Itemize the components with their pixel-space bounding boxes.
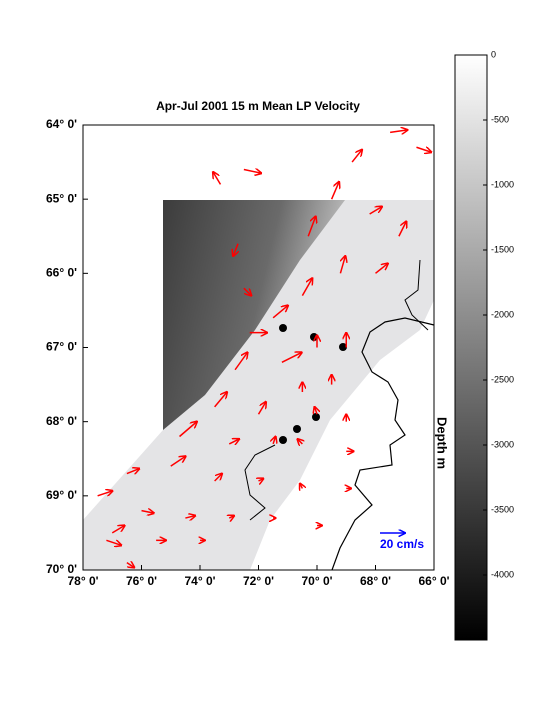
velocity-arrow	[330, 182, 340, 200]
station	[339, 343, 347, 351]
colorbar-tick-label: -1000	[491, 179, 514, 189]
velocity-arrow	[229, 516, 234, 519]
station	[279, 324, 287, 332]
x-tick-label: 70° 0'	[301, 574, 332, 588]
velocity-arrow	[97, 491, 113, 497]
x-tick-label: 74° 0'	[184, 574, 215, 588]
station	[279, 436, 287, 444]
velocity-arrow	[272, 305, 288, 319]
colorbar-tick-label: -1500	[491, 244, 514, 254]
velocity-arrow	[339, 256, 345, 274]
y-tick-label: 66° 0'	[46, 266, 77, 280]
velocity-arrow	[111, 525, 125, 534]
colorbar-tick-label: -3500	[491, 504, 514, 514]
velocity-arrow	[106, 539, 121, 545]
velocity-arrow	[307, 216, 316, 237]
x-tick-label: 76° 0'	[126, 574, 157, 588]
velocity-arrow	[297, 439, 302, 444]
x-tick-label: 68° 0'	[360, 574, 391, 588]
velocity-arrow	[390, 130, 408, 133]
y-tick-label: 68° 0'	[46, 414, 77, 428]
station	[293, 425, 301, 433]
velocity-arrow	[257, 402, 267, 415]
chart-title: Apr-Jul 2001 15 m Mean LP Velocity	[156, 99, 360, 113]
y-tick-label: 67° 0'	[46, 340, 77, 354]
y-tick-label: 70° 0'	[46, 562, 77, 576]
velocity-arrow	[243, 287, 252, 296]
velocity-arrow	[214, 392, 228, 408]
coastline	[404, 259, 429, 331]
velocity-arrow	[375, 263, 389, 274]
colorbar-tick-label: 0	[491, 49, 496, 59]
velocity-arrow	[369, 207, 383, 215]
velocity-arrow	[281, 352, 302, 364]
velocity-arrow	[243, 170, 262, 174]
velocity-arrow	[228, 439, 239, 444]
velocity-arrow	[185, 516, 195, 519]
velocity-arrow	[301, 278, 312, 296]
y-tick-label: 64° 0'	[46, 117, 77, 131]
velocity-arrow	[126, 563, 135, 568]
colorbar-label: Depth m	[435, 417, 450, 469]
velocity-arrow	[300, 483, 303, 488]
velocity-arrow	[126, 469, 140, 474]
coastline	[331, 317, 435, 571]
velocity-arrow	[170, 456, 186, 467]
velocity-arrow	[259, 479, 264, 482]
velocity-arrow	[214, 474, 223, 482]
colorbar	[454, 54, 488, 641]
velocity-arrow	[315, 407, 318, 415]
velocity-arrow	[213, 172, 222, 185]
deep-basin	[163, 200, 345, 430]
velocity-arrow	[179, 422, 198, 438]
y-tick-label: 65° 0'	[46, 191, 77, 205]
x-tick-label: 78° 0'	[67, 574, 98, 588]
velocity-arrow	[141, 511, 155, 514]
scale-label: 20 cm/s	[380, 537, 424, 551]
x-tick-label: 66° 0'	[418, 574, 449, 588]
velocity-arrow	[416, 146, 431, 152]
velocity-arrow	[233, 243, 238, 256]
colorbar-tick-label: -2000	[491, 309, 514, 319]
x-tick-label: 72° 0'	[243, 574, 274, 588]
velocity-arrow	[273, 436, 276, 445]
y-tick-label: 69° 0'	[46, 488, 77, 502]
colorbar-tick-label: -500	[491, 114, 509, 124]
velocity-arrow	[398, 221, 407, 237]
velocity-arrow	[234, 352, 248, 371]
station	[312, 413, 320, 421]
colorbar-tick-label: -3000	[491, 439, 514, 449]
colorbar-tick-label: -4000	[491, 569, 514, 579]
velocity-arrow	[351, 150, 362, 163]
coastline	[244, 444, 276, 521]
colorbar-tick-label: -2500	[491, 374, 514, 384]
